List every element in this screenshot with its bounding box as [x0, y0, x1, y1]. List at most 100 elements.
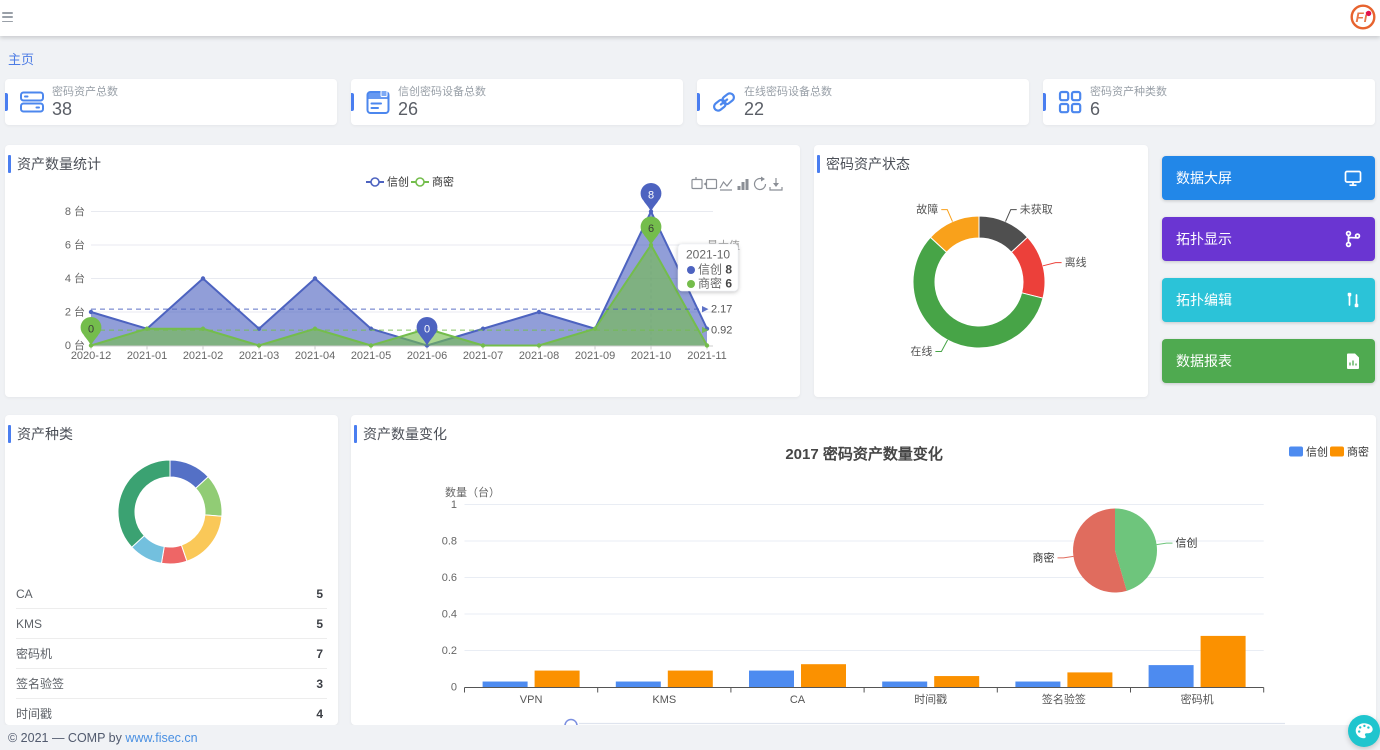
asset-type-row: 签名验签 3: [16, 669, 327, 699]
svg-text:0.2: 0.2: [442, 645, 457, 657]
panel-title: 资产数量统计: [5, 155, 101, 173]
stat-value: 38: [52, 99, 73, 119]
legend-item[interactable]: 商密: [1330, 445, 1369, 459]
svg-text:2021-11: 2021-11: [687, 350, 727, 362]
server-icon: [18, 88, 46, 116]
bar-信创-时间戳: [882, 681, 928, 687]
status-slice-在线: [912, 236, 1044, 349]
svg-text:商密: 商密: [1347, 445, 1369, 459]
bar-信创-VPN: [482, 681, 528, 687]
stat-card-online-devices: 在线密码设备总数 22: [697, 79, 1029, 125]
asset-types-donut-chart[interactable]: [5, 415, 338, 575]
timeline-handle[interactable]: [564, 718, 578, 726]
save-image-icon[interactable]: [769, 178, 783, 191]
button-label: 数据大屏: [1176, 169, 1232, 186]
svg-text:0.6: 0.6: [442, 572, 457, 584]
title-accent-bar: [354, 425, 357, 443]
topology-edit-button[interactable]: 拓扑编辑: [1162, 277, 1375, 322]
bar-chart-icon[interactable]: [737, 179, 749, 190]
stat-value: 6: [1090, 99, 1101, 119]
button-label: 拓扑编辑: [1176, 291, 1232, 308]
asset-types-panel: 资产种类 CA 5 KMS 5 密码机 7 签名验签 3 时间戳 4: [5, 415, 338, 725]
svg-text:2021-03: 2021-03: [239, 350, 279, 362]
svg-text:0: 0: [424, 324, 430, 336]
status-slice-label: 在线: [910, 344, 932, 358]
data-report-button[interactable]: 数据报表: [1162, 338, 1375, 383]
bar-信创-签名验签: [1015, 681, 1061, 687]
svg-text:时间戳: 时间戳: [914, 693, 947, 706]
bar-商密-时间戳: [934, 676, 980, 687]
svg-text:0.4: 0.4: [442, 609, 457, 621]
svg-text:0: 0: [88, 324, 94, 336]
svg-text:8: 8: [725, 263, 732, 277]
asset-type-row: 密码机 7: [16, 639, 327, 669]
restore-icon[interactable]: [753, 176, 767, 191]
svg-text:2021-07: 2021-07: [463, 350, 503, 362]
svg-text:2021-02: 2021-02: [183, 350, 223, 362]
line-chart-icon[interactable]: [719, 179, 733, 191]
bar-chart-title: 2017 密码资产数量变化: [785, 445, 943, 463]
svg-text:8: 8: [648, 190, 654, 202]
asset-type-label: 密码机: [16, 647, 53, 661]
svg-text:1: 1: [451, 499, 457, 511]
status-slice-label: 离线: [1065, 255, 1087, 269]
svg-text:2.17: 2.17: [711, 304, 732, 316]
svg-text:0: 0: [451, 682, 457, 694]
asset-type-value: 5: [316, 617, 323, 631]
svg-text:2021-05: 2021-05: [351, 350, 391, 362]
fisec-link[interactable]: www.fisec.cn: [125, 731, 198, 745]
bar-商密-签名验签: [1067, 672, 1113, 687]
topology-view-button[interactable]: 拓扑显示: [1162, 216, 1375, 261]
title-accent-bar: [8, 425, 11, 443]
panel-title: 密码资产状态: [814, 155, 910, 173]
asset-status-panel: 密码资产状态 未获取 离线 在线 故障: [814, 145, 1148, 397]
stat-value: 26: [398, 99, 419, 119]
svg-text:6: 6: [648, 223, 654, 235]
theme-palette-button[interactable]: [1348, 715, 1380, 747]
legend-item[interactable]: 商密: [411, 175, 454, 189]
svg-text:0.92: 0.92: [711, 325, 732, 337]
legend-item[interactable]: 信创: [366, 176, 409, 189]
stat-label: 密码资产种类数: [1090, 86, 1167, 98]
mark-point-pin: 8: [640, 182, 662, 212]
button-label: 数据报表: [1176, 352, 1232, 369]
logo-letters: Fi: [1356, 10, 1368, 25]
topology-edit-icon: [1344, 291, 1362, 309]
stat-label: 密码资产总数: [52, 86, 118, 98]
asset-type-label: CA: [16, 587, 33, 601]
legend-item[interactable]: 信创: [1289, 446, 1328, 459]
logo-dot: [1365, 10, 1372, 17]
svg-text:8 台: 8 台: [65, 204, 85, 218]
breadcrumb-home-link[interactable]: 主页: [8, 52, 35, 67]
svg-text:KMS: KMS: [652, 694, 676, 706]
brand-logo[interactable]: Fi: [1350, 4, 1376, 30]
bar-信创-CA: [749, 670, 794, 687]
bar-信创-KMS: [615, 681, 661, 687]
svg-text:信创: 信创: [1306, 446, 1328, 459]
title-accent-bar: [817, 155, 820, 173]
asset-type-value: 5: [316, 587, 323, 601]
palette-icon: [1355, 723, 1373, 739]
svg-text:0.8: 0.8: [442, 536, 457, 548]
card-accent-bar: [5, 93, 8, 111]
zoom-reset-icon[interactable]: [703, 178, 718, 190]
button-label: 拓扑显示: [1176, 230, 1232, 247]
svg-text:2021-09: 2021-09: [575, 350, 615, 362]
type-slice-VPN: [117, 459, 171, 548]
breadcrumb: 主页: [8, 49, 34, 68]
bar-商密-KMS: [667, 670, 713, 687]
pie-slice-信创: [1115, 508, 1158, 591]
data-screen-button[interactable]: 数据大屏: [1162, 155, 1375, 200]
mark-point-pin: 0: [80, 316, 102, 346]
svg-text:信创: 信创: [387, 176, 409, 189]
svg-text:2 台: 2 台: [65, 305, 85, 319]
status-slice-label: 故障: [916, 202, 938, 216]
menu-toggle-icon[interactable]: [2, 12, 18, 26]
pie-slice-label: 商密: [1033, 550, 1055, 564]
zoom-select-icon[interactable]: [691, 177, 703, 190]
